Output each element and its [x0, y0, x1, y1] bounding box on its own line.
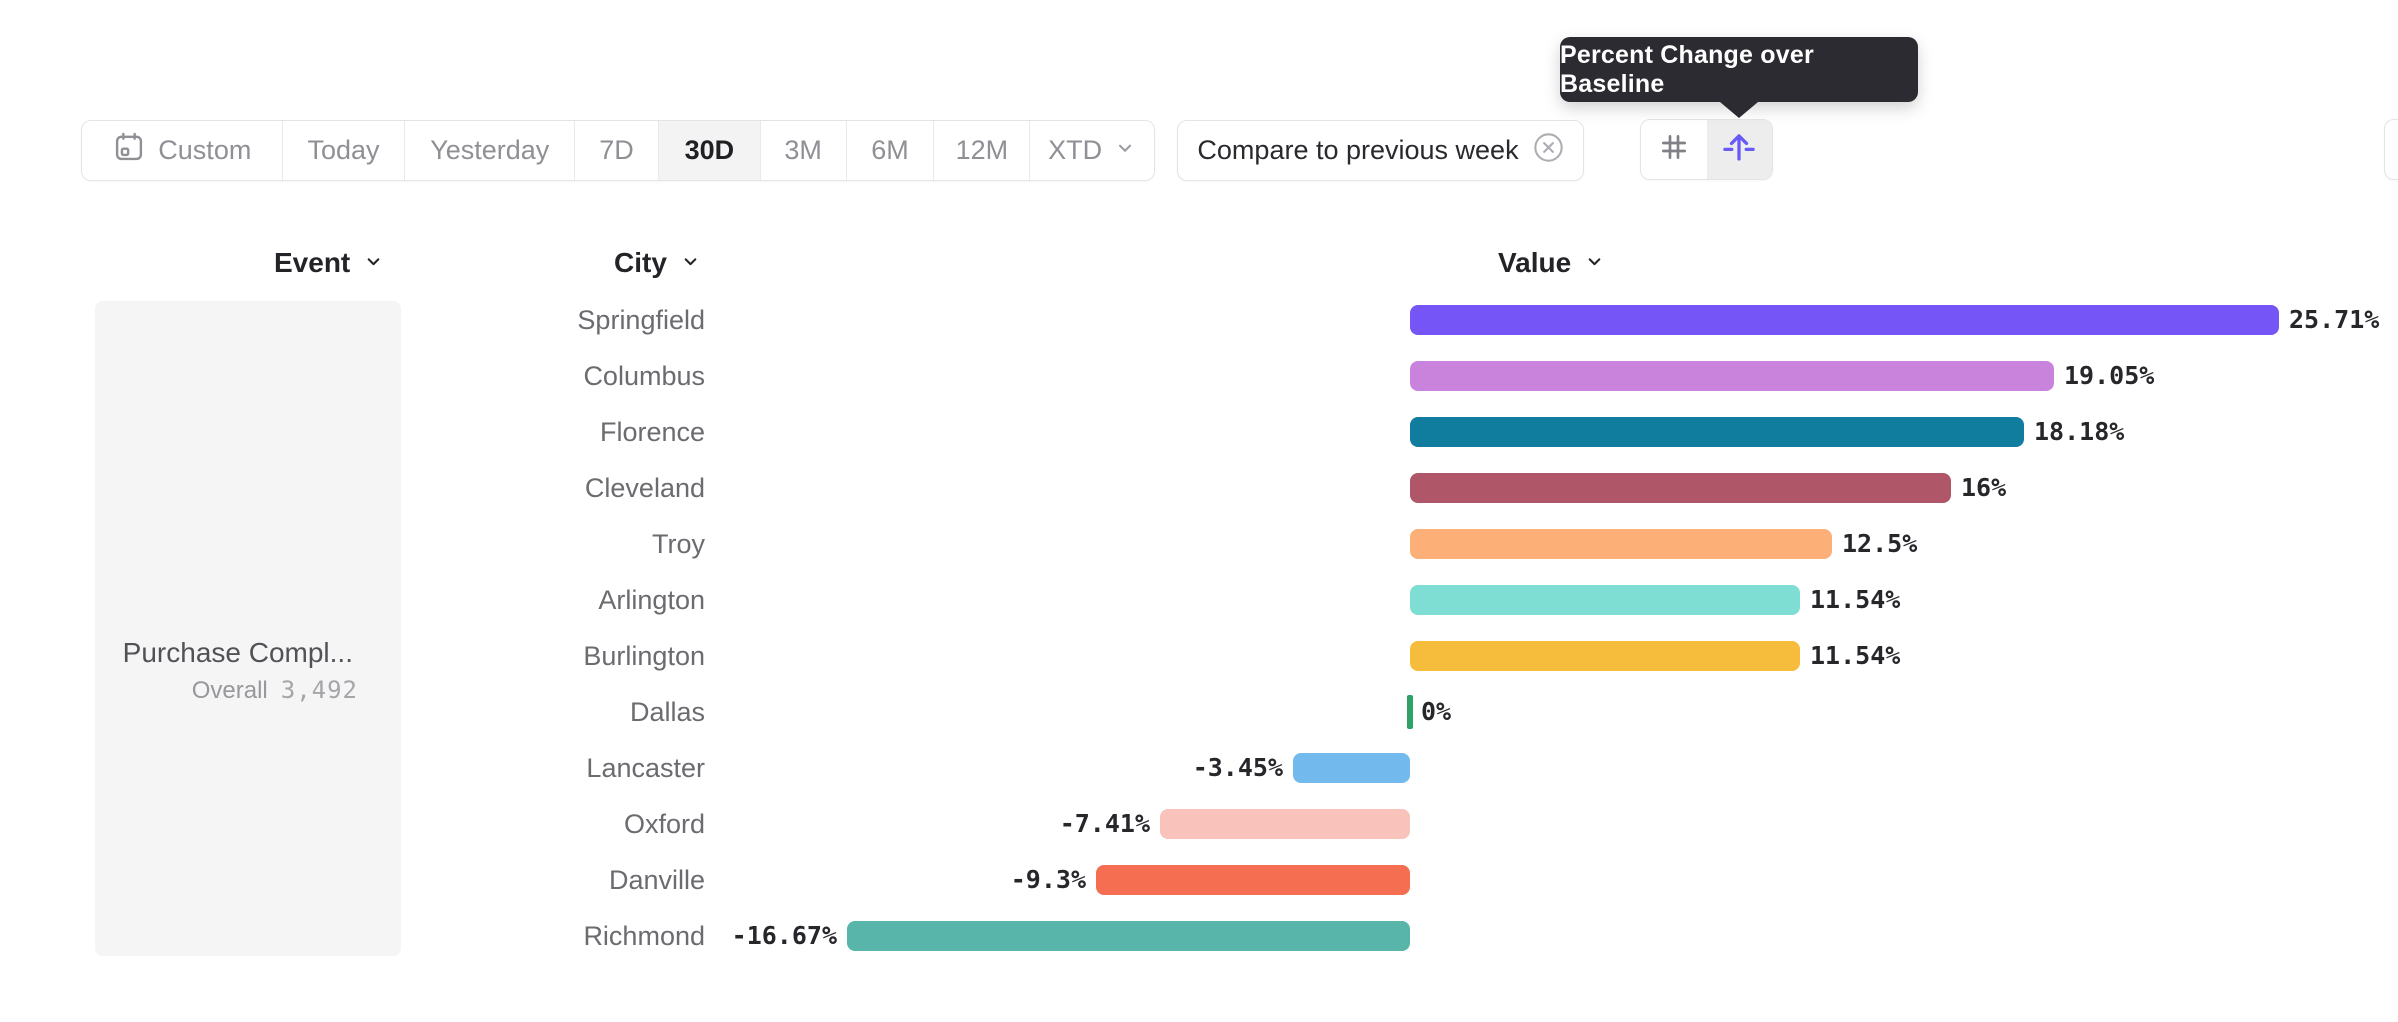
value-label-cleveland: 16% — [1961, 473, 2007, 502]
bar-burlington[interactable] — [1410, 641, 1800, 671]
event-panel[interactable]: Purchase Compl... Overall 3,492 — [95, 301, 401, 956]
range-7d[interactable]: 7D — [575, 121, 659, 180]
city-label-cleveland: Cleveland — [584, 473, 705, 503]
calendar-icon — [112, 130, 146, 171]
range-today[interactable]: Today — [282, 121, 406, 180]
bar-danville[interactable] — [1096, 865, 1410, 895]
compare-button[interactable]: Compare to previous week — [1177, 120, 1584, 181]
bar-columbus[interactable] — [1410, 361, 2054, 391]
range-3m[interactable]: 3M — [760, 121, 847, 180]
city-label-danville: Danville — [608, 865, 705, 895]
column-header-value[interactable]: Value — [1498, 244, 1605, 281]
range-30d[interactable]: 30D — [658, 121, 761, 180]
bar-lancaster[interactable] — [1293, 753, 1410, 783]
city-label-oxford: Oxford — [623, 809, 705, 839]
x-circle-icon[interactable] — [1533, 132, 1564, 170]
value-label-springfield: 25.71% — [2289, 305, 2380, 334]
range-label: 30D — [684, 135, 735, 165]
clipped-edge-button[interactable] — [2384, 119, 2398, 180]
value-label-richmond: -16.67% — [731, 921, 837, 950]
bar-oxford[interactable] — [1160, 809, 1410, 839]
value-label-dallas: 0% — [1421, 697, 1452, 726]
event-metric: Overall 3,492 — [192, 673, 358, 707]
city-label-florence: Florence — [599, 417, 705, 447]
range-label: 12M — [955, 135, 1009, 165]
range-label: Today — [307, 135, 380, 165]
city-label-springfield: Springfield — [577, 305, 705, 335]
value-label-oxford: -7.41% — [1059, 809, 1150, 838]
bar-arlington[interactable] — [1410, 585, 1800, 615]
chevron-down-icon — [1114, 135, 1136, 166]
tooltip-arrow — [1720, 102, 1758, 118]
range-label: Custom — [158, 135, 252, 165]
bar-florence[interactable] — [1410, 417, 2024, 447]
event-name: Purchase Compl... — [122, 637, 353, 668]
city-label-dallas: Dallas — [629, 697, 705, 727]
compare-button-label: Compare to previous week — [1197, 135, 1519, 165]
range-yesterday[interactable]: Yesterday — [405, 121, 576, 180]
value-label-arlington: 11.54% — [1810, 585, 1901, 614]
bar-dallas[interactable] — [1407, 695, 1413, 729]
value-label-danville: -9.3% — [1010, 865, 1086, 894]
bar-richmond[interactable] — [847, 921, 1410, 951]
tooltip-text: Percent Change over Baseline — [1560, 40, 1814, 98]
bar-troy[interactable] — [1410, 529, 1832, 559]
value-label-columbus: 19.05% — [2064, 361, 2155, 390]
city-label-lancaster: Lancaster — [586, 753, 705, 783]
city-label-richmond: Richmond — [583, 921, 705, 951]
tooltip: Percent Change over Baseline — [1560, 37, 1918, 118]
chevron-down-icon — [680, 247, 701, 279]
column-header-event[interactable]: Event — [274, 244, 384, 281]
range-xtd[interactable]: XTD — [1030, 121, 1154, 180]
column-header-city[interactable]: City — [614, 244, 701, 281]
percent-change-over-baseline-button[interactable] — [1706, 120, 1772, 179]
event-metric-value: 3,492 — [280, 676, 358, 704]
city-header-label: City — [614, 246, 667, 278]
event-header-label: Event — [274, 246, 351, 278]
chevron-down-icon — [1584, 247, 1605, 279]
city-label-troy: Troy — [652, 529, 705, 559]
date-range-toolbar: Custom Today Yesterday 7D 30D 3M 6M 12M XTD — [81, 120, 1155, 181]
range-12m[interactable]: 12M — [934, 121, 1031, 180]
bar-cleveland[interactable] — [1410, 473, 1951, 503]
value-label-troy: 12.5% — [1842, 529, 1918, 558]
range-label: Yesterday — [430, 135, 550, 165]
range-label: 3M — [784, 135, 822, 165]
bar-springfield[interactable] — [1410, 305, 2279, 335]
hash-icon — [1658, 131, 1690, 168]
range-label: 7D — [599, 135, 634, 165]
value-label-burlington: 11.54% — [1810, 641, 1901, 670]
chevron-down-icon — [363, 247, 384, 279]
chart-mode-toggle — [1640, 119, 1773, 180]
event-metric-label: Overall — [191, 677, 268, 704]
city-label-columbus: Columbus — [583, 361, 705, 391]
city-label-arlington: Arlington — [598, 585, 705, 615]
value-label-lancaster: -3.45% — [1192, 753, 1283, 782]
range-6m[interactable]: 6M — [846, 121, 935, 180]
baseline-arrow-icon — [1721, 129, 1757, 170]
value-header-label: Value — [1498, 246, 1572, 278]
range-label: 6M — [871, 135, 909, 165]
value-label-florence: 18.18% — [2034, 417, 2125, 446]
city-label-burlington: Burlington — [583, 641, 705, 671]
range-custom[interactable]: Custom — [82, 121, 283, 180]
numbers-mode-button[interactable] — [1641, 120, 1707, 179]
range-label: XTD — [1048, 135, 1103, 165]
